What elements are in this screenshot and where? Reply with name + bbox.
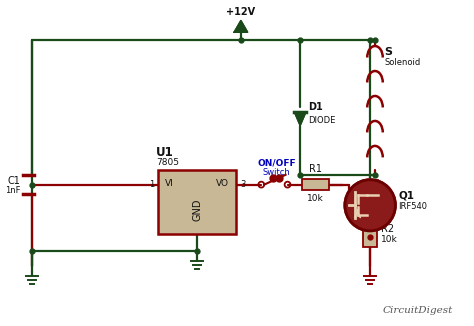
Text: VI: VI — [165, 179, 174, 188]
Polygon shape — [294, 112, 306, 126]
Text: IRF540: IRF540 — [398, 202, 428, 211]
Text: 3: 3 — [240, 180, 245, 189]
Text: DIODE: DIODE — [308, 116, 335, 125]
Bar — [364, 222, 377, 246]
Text: R1: R1 — [309, 164, 322, 174]
Text: U1: U1 — [156, 146, 174, 159]
Bar — [302, 179, 329, 190]
Text: CircuitDigest: CircuitDigest — [383, 306, 453, 315]
Bar — [158, 170, 236, 234]
Text: 10k: 10k — [307, 194, 324, 203]
Text: GND: GND — [192, 199, 202, 221]
Text: Solenoid: Solenoid — [385, 58, 421, 67]
Text: VO: VO — [216, 179, 229, 188]
Text: ON/OFF: ON/OFF — [257, 158, 296, 168]
Text: 1nF: 1nF — [5, 186, 20, 195]
Text: Switch: Switch — [263, 168, 290, 177]
Text: R2: R2 — [381, 224, 394, 234]
Circle shape — [345, 180, 395, 231]
Text: 10k: 10k — [381, 235, 398, 244]
Text: +12V: +12V — [226, 7, 255, 17]
Text: 1: 1 — [149, 180, 155, 189]
Text: 7805: 7805 — [156, 157, 179, 167]
Text: D1: D1 — [308, 102, 323, 112]
Text: C1: C1 — [8, 176, 20, 186]
Text: Q1: Q1 — [398, 190, 414, 200]
Polygon shape — [234, 21, 248, 32]
Text: S: S — [385, 47, 393, 57]
